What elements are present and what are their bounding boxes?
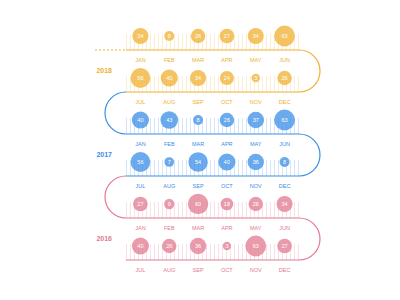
svg-text:37: 37 [253, 117, 259, 123]
svg-text:DEC: DEC [279, 183, 291, 188]
svg-text:AUG: AUG [163, 267, 175, 272]
svg-text:APR: APR [221, 57, 232, 62]
svg-text:18: 18 [224, 201, 230, 207]
svg-text:FEB: FEB [164, 225, 175, 230]
svg-text:63: 63 [282, 117, 288, 123]
svg-text:2018: 2018 [96, 67, 112, 74]
svg-text:NOV: NOV [250, 183, 262, 188]
svg-text:63: 63 [282, 33, 288, 39]
svg-text:9: 9 [168, 201, 171, 207]
svg-text:8: 8 [168, 33, 171, 39]
svg-text:26: 26 [253, 201, 259, 207]
svg-text:AUG: AUG [163, 183, 175, 188]
svg-text:40: 40 [137, 117, 143, 123]
svg-text:34: 34 [253, 33, 259, 39]
svg-text:MAR: MAR [192, 141, 204, 146]
svg-text:34: 34 [282, 201, 288, 207]
svg-text:DEC: DEC [279, 267, 291, 272]
svg-text:NOV: NOV [250, 267, 262, 272]
svg-text:MAR: MAR [192, 225, 204, 230]
svg-text:JUN: JUN [279, 225, 290, 230]
svg-text:40: 40 [137, 243, 143, 249]
svg-text:3: 3 [225, 243, 228, 249]
svg-text:24: 24 [224, 75, 230, 81]
svg-text:JUL: JUL [136, 267, 146, 272]
svg-text:54: 54 [195, 159, 201, 165]
svg-text:40: 40 [166, 75, 172, 81]
svg-text:NOV: NOV [250, 99, 262, 104]
svg-text:36: 36 [253, 159, 259, 165]
svg-text:JAN: JAN [135, 57, 145, 62]
svg-text:APR: APR [221, 141, 232, 146]
svg-text:APR: APR [221, 225, 232, 230]
svg-text:43: 43 [166, 117, 172, 123]
svg-text:3: 3 [254, 75, 257, 81]
svg-text:60: 60 [195, 201, 201, 207]
svg-text:2017: 2017 [96, 151, 112, 158]
svg-text:26: 26 [224, 117, 230, 123]
svg-text:MAY: MAY [250, 57, 262, 62]
svg-text:26: 26 [166, 243, 172, 249]
svg-text:56: 56 [137, 75, 143, 81]
svg-text:MAR: MAR [192, 57, 204, 62]
svg-text:FEB: FEB [164, 141, 175, 146]
svg-text:JUN: JUN [279, 141, 290, 146]
svg-text:27: 27 [282, 243, 288, 249]
svg-text:MAY: MAY [250, 141, 262, 146]
svg-text:63: 63 [253, 243, 259, 249]
svg-text:OCT: OCT [221, 267, 233, 272]
svg-text:OCT: OCT [221, 183, 233, 188]
svg-text:JAN: JAN [135, 225, 145, 230]
svg-text:40: 40 [224, 159, 230, 165]
svg-text:2016: 2016 [96, 235, 112, 242]
svg-text:26: 26 [195, 33, 201, 39]
svg-text:JAN: JAN [135, 141, 145, 146]
svg-text:SEP: SEP [193, 183, 204, 188]
svg-text:27: 27 [224, 33, 230, 39]
svg-text:36: 36 [195, 243, 201, 249]
svg-text:FEB: FEB [164, 57, 175, 62]
svg-text:8: 8 [283, 159, 286, 165]
svg-text:7: 7 [168, 159, 171, 165]
svg-text:JUN: JUN [279, 57, 290, 62]
svg-text:27: 27 [137, 201, 143, 207]
svg-text:34: 34 [195, 75, 201, 81]
svg-text:JUL: JUL [136, 183, 146, 188]
svg-text:8: 8 [197, 117, 200, 123]
svg-text:MAY: MAY [250, 225, 262, 230]
svg-text:SEP: SEP [193, 99, 204, 104]
svg-text:34: 34 [137, 33, 143, 39]
svg-text:AUG: AUG [163, 99, 175, 104]
svg-text:SEP: SEP [193, 267, 204, 272]
svg-text:56: 56 [137, 159, 143, 165]
svg-text:JUL: JUL [136, 99, 146, 104]
svg-text:26: 26 [282, 75, 288, 81]
svg-text:OCT: OCT [221, 99, 233, 104]
svg-text:DEC: DEC [279, 99, 291, 104]
